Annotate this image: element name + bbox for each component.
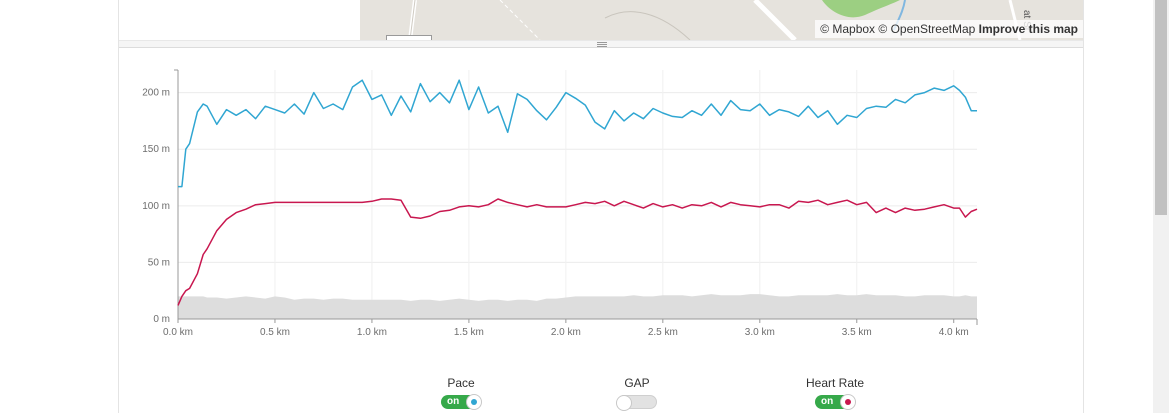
x-tick-label: 0.5 km (260, 327, 290, 338)
page-left-gutter (0, 0, 118, 413)
drag-grip-icon[interactable] (597, 42, 607, 47)
x-tick-label: 2.5 km (648, 327, 678, 338)
panel-resize-splitter[interactable] (119, 40, 1083, 48)
y-tick-label: 0 m (153, 314, 170, 325)
pace-toggle-switch[interactable]: on (441, 394, 482, 410)
heart-rate-toggle-label: Heart Rate (805, 376, 865, 390)
y-tick-label: 50 m (148, 257, 170, 268)
map-park (822, 0, 900, 18)
pace-color-dot (471, 399, 477, 405)
pace-toggle-knob[interactable] (466, 394, 482, 410)
heart-rate-toggle-switch[interactable]: on (815, 394, 856, 410)
y-tick-label: 100 m (142, 201, 170, 212)
y-tick-label: 150 m (142, 144, 170, 155)
pace-toggle-state: on (447, 396, 460, 407)
page-scrollbar[interactable] (1153, 0, 1169, 413)
heart-rate-toggle-knob[interactable] (840, 394, 856, 410)
y-tick-label: 200 m (142, 88, 170, 99)
mapbox-attribution-link[interactable]: © Mapbox (820, 22, 876, 36)
x-tick-label: 4.0 km (939, 327, 969, 338)
improve-map-link[interactable]: Improve this map (978, 22, 1078, 36)
x-tick-label: 1.5 km (454, 327, 484, 338)
heart-rate-toggle-group: Heart Rate on (785, 376, 885, 414)
x-tick-label: 1.0 km (357, 327, 387, 338)
gap-toggle-knob[interactable] (616, 395, 632, 411)
gap-toggle-group: GAP (587, 376, 687, 414)
heart-rate-toggle-state: on (821, 396, 834, 407)
elevation-area (178, 294, 977, 319)
pace-toggle-label: Pace (447, 376, 475, 390)
heart-rate-color-dot (845, 399, 851, 405)
heart-rate-series-line[interactable] (177, 198, 978, 306)
x-tick-label: 2.0 km (551, 327, 581, 338)
route-map[interactable]: at St © Mapbox © OpenStreetMap Improve t… (360, 0, 1083, 40)
activity-panel: at St © Mapbox © OpenStreetMap Improve t… (118, 0, 1084, 413)
pace-series-line[interactable] (178, 79, 977, 188)
map-blank-area (119, 0, 360, 40)
x-tick-label: 3.5 km (842, 327, 872, 338)
map-zoom-control[interactable] (386, 35, 432, 40)
map-attribution: © Mapbox © OpenStreetMap Improve this ma… (815, 20, 1083, 38)
scrollbar-thumb[interactable] (1155, 0, 1167, 215)
pace-toggle-group: Pace on (411, 376, 511, 414)
gap-toggle-switch[interactable] (616, 395, 657, 411)
x-tick-label: 0.0 km (163, 327, 193, 338)
osm-attribution-link[interactable]: © OpenStreetMap (878, 22, 976, 36)
x-tick-label: 3.0 km (745, 327, 775, 338)
gap-toggle-label: GAP (624, 376, 650, 390)
